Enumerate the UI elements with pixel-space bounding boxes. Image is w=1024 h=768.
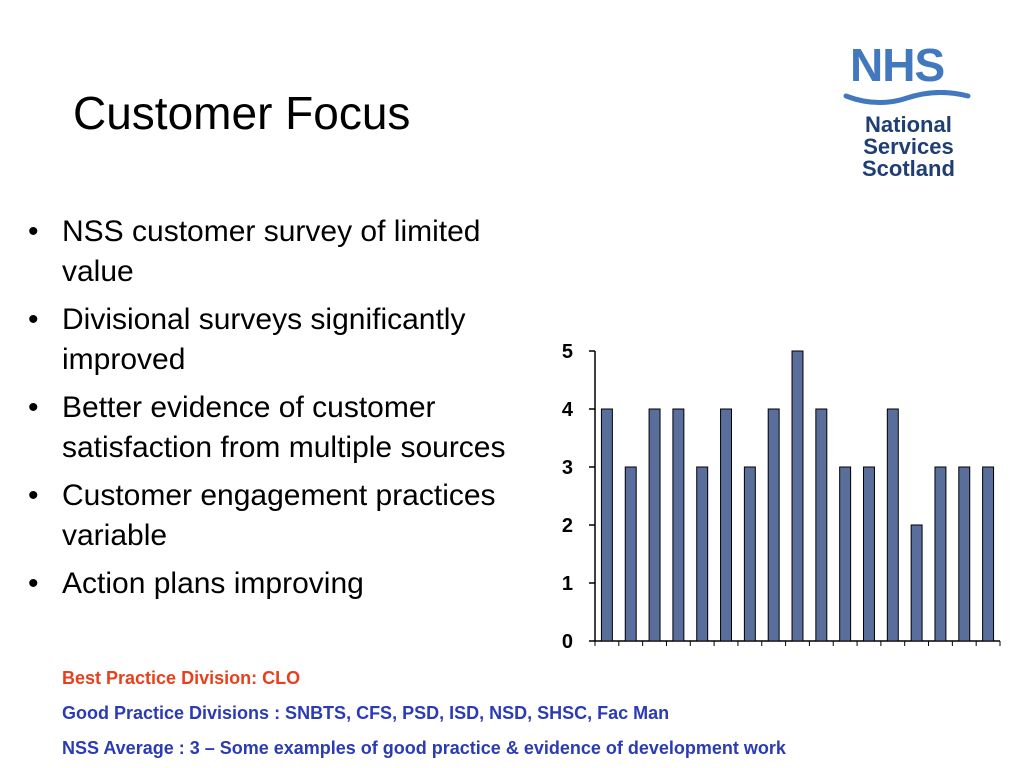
bar: [886, 408, 899, 642]
nss-average-note: NSS Average : 3 – Some examples of good …: [62, 738, 786, 758]
y-tick-label: 3: [562, 457, 573, 479]
bullet-dot: •: [28, 567, 39, 600]
bar: [910, 524, 923, 642]
nhs-logo-mark: NHS: [850, 39, 945, 91]
good-practice-note: Good Practice Divisions : SNBTS, CFS, PS…: [62, 703, 670, 723]
bar: [648, 408, 661, 642]
nhs-logo: NHS National Services Scotland: [842, 42, 972, 187]
bar: [720, 408, 733, 642]
nhs-logo-text: National Services Scotland: [862, 114, 955, 180]
nhs-logo-line: Scotland: [862, 156, 955, 181]
bar: [982, 466, 995, 642]
bullet-text: Better evidence of customer satisfaction…: [62, 391, 506, 464]
bullet-item: • Action plans improving: [28, 564, 538, 604]
y-tick-label: 4: [562, 399, 574, 421]
bullet-list: • NSS customer survey of limited value • D…: [28, 212, 538, 612]
bar: [672, 408, 685, 642]
score-bar-chart: 0 1 2 3 4 5: [562, 341, 1001, 653]
bullet-item: • Customer engagement practices variable: [28, 476, 538, 556]
bullet-item: • Divisional surveys significantly improv…: [28, 300, 538, 380]
bar: [862, 466, 875, 642]
bullet-text: Customer engagement practices variable: [62, 479, 496, 552]
best-practice-note: Best Practice Division: CLO: [62, 668, 301, 688]
bullet-dot: •: [28, 215, 39, 248]
bullet-text: Divisional surveys significantly improve…: [62, 303, 466, 376]
bullet-dot: •: [28, 303, 39, 336]
bullet-dot: •: [28, 391, 39, 424]
bullet-item: • Better evidence of customer satisfactio…: [28, 388, 538, 468]
bar: [958, 466, 971, 642]
y-tick-label: 1: [562, 573, 573, 595]
bar: [934, 466, 947, 642]
nhs-logo-line: Services: [863, 134, 954, 159]
bullet-item: • NSS customer survey of limited value: [28, 212, 538, 292]
bullet-text: NSS customer survey of limited value: [62, 215, 481, 288]
nhs-logo-line: National: [865, 112, 952, 137]
nhs-wave-icon: [843, 90, 971, 105]
bar: [815, 408, 828, 642]
y-tick-label: 5: [562, 341, 573, 363]
bar: [624, 466, 637, 642]
bullet-dot: •: [28, 479, 39, 512]
bar: [839, 466, 852, 642]
bullet-text: Action plans improving: [62, 567, 364, 600]
bar: [600, 408, 613, 642]
bar: [767, 408, 780, 642]
bar: [696, 466, 709, 642]
y-tick-label: 2: [562, 515, 573, 537]
bar: [743, 466, 756, 642]
y-tick-label: 0: [562, 631, 573, 653]
bar: [791, 350, 804, 642]
slide-title: Customer Focus: [73, 87, 411, 139]
